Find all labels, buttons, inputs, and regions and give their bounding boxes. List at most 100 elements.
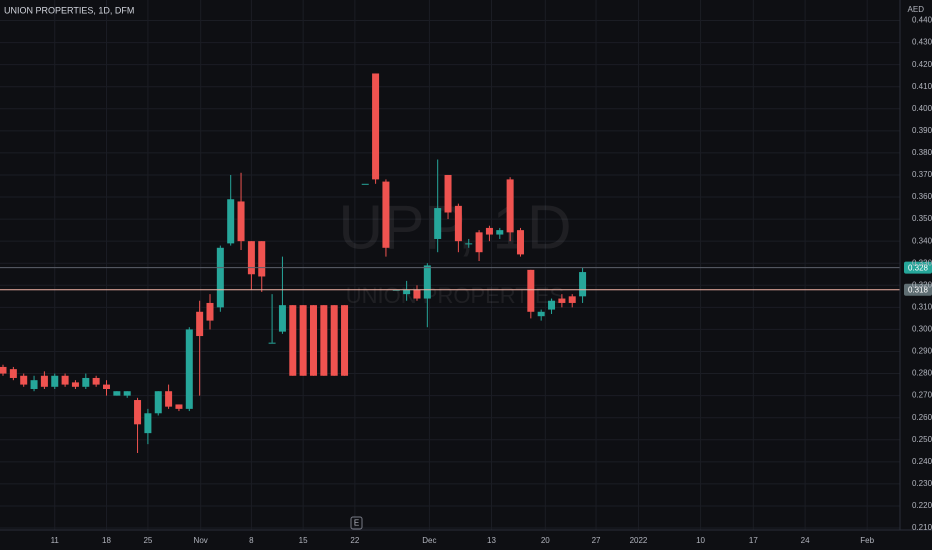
candle-body [51, 375, 59, 387]
y-tick-label: 0.390 [912, 126, 932, 135]
price-badge-label: 0.328 [908, 263, 929, 272]
candle-body [216, 247, 224, 308]
price-badge [904, 261, 932, 274]
candle-body [506, 179, 514, 233]
candle-body [454, 205, 462, 242]
chart-title: UNION PROPERTIES, 1D, DFM [4, 5, 134, 15]
x-tick-label: 11 [51, 536, 60, 545]
price-lines: 0.328 0.318 [0, 261, 932, 296]
candle-body [548, 300, 556, 310]
x-tick-label: 17 [749, 536, 758, 545]
candle-body [465, 243, 473, 245]
candle-body [278, 305, 286, 332]
y-tick-label: 0.220 [912, 501, 932, 510]
y-tick-label: 0.210 [912, 523, 932, 532]
currency-label: AED [908, 5, 925, 14]
y-tick-label: 0.380 [912, 148, 932, 157]
candle-body [444, 174, 452, 213]
candle-body [71, 382, 79, 387]
x-tick-label: 10 [696, 536, 705, 545]
candle-body [40, 375, 48, 387]
x-tick-label: Feb [860, 536, 874, 545]
candle-body [154, 391, 162, 414]
candle-body [516, 230, 524, 255]
candle-body [537, 311, 545, 317]
y-tick-label: 0.320 [912, 280, 932, 289]
y-tick-label: 0.240 [912, 457, 932, 466]
axis-button-label[interactable]: E [354, 519, 359, 528]
y-tick-label: 0.300 [912, 325, 932, 334]
candle-body [413, 289, 421, 299]
candle-body [134, 400, 142, 425]
candle-body [102, 384, 110, 390]
y-tick-label: 0.420 [912, 60, 932, 69]
x-tick-label: 13 [487, 536, 496, 545]
candle-body [475, 232, 483, 253]
candle-body [92, 377, 100, 385]
x-tick-label: 22 [350, 536, 359, 545]
candle-body [320, 305, 328, 376]
candle-body [258, 241, 266, 277]
x-tick-label: Nov [194, 536, 208, 545]
axes: 0.210 0.220 0.230 0.240 0.250 0.260 0.270 0.280… [51, 16, 932, 545]
x-tick-label: 2022 [630, 536, 648, 545]
x-tick-label: 20 [541, 536, 550, 545]
candle-body [372, 73, 380, 180]
candle-body [434, 208, 442, 239]
candle-body [382, 181, 390, 248]
candle-body [309, 305, 317, 376]
candle-body [361, 183, 369, 185]
candle-body [82, 377, 90, 387]
candle-body [527, 269, 535, 312]
y-tick-label: 0.340 [912, 236, 932, 245]
x-tick-label: Dec [422, 536, 436, 545]
y-tick-label: 0.430 [912, 38, 932, 47]
y-tick-label: 0.280 [912, 369, 932, 378]
candle-body [485, 227, 493, 235]
candle-body [423, 265, 431, 299]
candle-body [268, 342, 276, 344]
y-tick-label: 0.400 [912, 104, 932, 113]
candle-body [558, 298, 566, 303]
candle-body [227, 199, 235, 244]
x-tick-label: 8 [249, 536, 254, 545]
candle-body [568, 296, 576, 303]
x-tick-label: 25 [143, 536, 152, 545]
candle-body [206, 302, 214, 321]
x-tick-label: 18 [102, 536, 111, 545]
y-tick-label: 0.440 [912, 16, 932, 25]
candle-body [496, 230, 504, 235]
price-badge-label: 0.318 [908, 285, 929, 294]
candle-body [579, 272, 587, 297]
y-tick-label: 0.290 [912, 347, 932, 356]
candle-body [237, 201, 245, 242]
price-badge [904, 283, 932, 296]
candle-body [0, 366, 7, 374]
candle-body [113, 391, 121, 396]
x-tick-label: 15 [299, 536, 308, 545]
x-tick-label: 27 [592, 536, 601, 545]
candle-body [175, 404, 183, 409]
y-tick-label: 0.410 [912, 82, 932, 91]
axis-button[interactable] [350, 516, 363, 530]
candle-body [247, 241, 255, 275]
candle-body [299, 305, 307, 376]
y-tick-label: 0.270 [912, 391, 932, 400]
candle-body [341, 305, 349, 376]
candle-body [144, 413, 152, 434]
candle-body [185, 329, 193, 409]
candle-body [165, 391, 173, 407]
candle-body [330, 305, 338, 376]
candle-body [61, 375, 69, 385]
candles [0, 73, 587, 453]
x-tick-label: 24 [801, 536, 810, 545]
y-tick-label: 0.260 [912, 413, 932, 422]
candle-body [30, 380, 38, 390]
candle-body [196, 311, 204, 337]
y-tick-label: 0.230 [912, 479, 932, 488]
y-tick-label: 0.310 [912, 302, 932, 311]
candle-body [9, 369, 17, 378]
